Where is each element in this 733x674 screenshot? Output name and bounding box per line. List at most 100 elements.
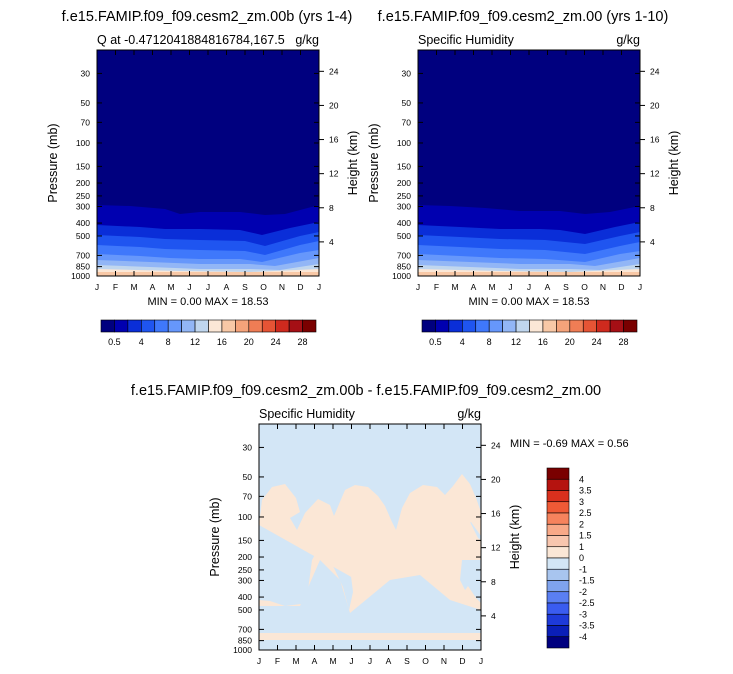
ytick-label: 700 [238, 624, 252, 634]
panel-2-colorbar: 0.5 4 8 12 16 20 24 28 [421, 319, 638, 347]
colorbar-swatch [288, 319, 303, 333]
panel-2-left-label: Specific Humidity [418, 33, 515, 47]
xtick-label: S [242, 282, 248, 292]
ytick-label: 250 [397, 191, 411, 201]
xtick-label: J [527, 282, 531, 292]
colorbar-label: -4 [579, 632, 587, 642]
xtick-label: J [317, 282, 321, 292]
xtick-label: D [297, 282, 303, 292]
xtick-label: A [224, 282, 230, 292]
xtick-label: M [451, 282, 458, 292]
ytick-label: 1000 [392, 271, 411, 281]
colorbar-swatch [546, 467, 570, 480]
colorbar-swatch [515, 319, 530, 333]
colorbar-label: 12 [511, 337, 521, 347]
panel-3-title: f.e15.FAMIP.f09_f09.cesm2_zm.00b - f.e15… [131, 383, 601, 399]
colorbar-label: 3.5 [579, 486, 592, 496]
colorbar-swatch [546, 490, 570, 503]
panel-1-units: g/kg [295, 33, 319, 47]
ytick-label: 400 [238, 592, 252, 602]
ytick-right-label: 12 [650, 169, 660, 179]
colorbar-label: -3 [579, 609, 587, 619]
ytick-right-label: 20 [650, 100, 660, 110]
ytick-label: 200 [238, 552, 252, 562]
colorbar-swatch [546, 557, 570, 570]
colorbar-swatch [582, 319, 597, 333]
colorbar-swatch [261, 319, 276, 333]
colorbar-label: 0.5 [429, 337, 442, 347]
ytick-label: 300 [397, 201, 411, 211]
colorbar-swatch [546, 512, 570, 525]
ytick-label: 850 [76, 262, 90, 272]
colorbar-swatch [488, 319, 503, 333]
xtick-label: J [187, 282, 191, 292]
panel-3-positive-band-lower [259, 632, 481, 640]
panel-1: f.e15.FAMIP.f09_f09.cesm2_zm.00b (yrs 1-… [46, 9, 360, 347]
colorbar-swatch [167, 319, 182, 333]
xtick-label: O [581, 282, 588, 292]
colorbar-swatch [546, 625, 570, 638]
ytick-right-label: 8 [329, 203, 334, 213]
xtick-label: M [130, 282, 137, 292]
ytick-label: 700 [76, 250, 90, 260]
colorbar-swatch [596, 319, 611, 333]
ytick-label: 850 [397, 262, 411, 272]
ytick-right-label: 12 [329, 169, 339, 179]
colorbar-swatch [546, 636, 570, 649]
xtick-label: J [95, 282, 99, 292]
ytick-label: 30 [81, 68, 91, 78]
colorbar-label: 4 [460, 337, 465, 347]
xtick-label: A [386, 656, 392, 666]
panel-2-title: f.e15.FAMIP.f09_f09.cesm2_zm.00 (yrs 1-1… [378, 9, 669, 25]
ytick-label: 50 [81, 98, 91, 108]
ytick-right-label: 8 [491, 577, 496, 587]
colorbar-swatch [569, 319, 584, 333]
panel-1-left-label: Q at -0.4712041884816784,167.5 [97, 33, 285, 47]
colorbar-swatch [546, 478, 570, 491]
ytick-label: 500 [238, 605, 252, 615]
colorbar-label: 8 [487, 337, 492, 347]
ytick-right-label: 24 [491, 440, 501, 450]
xtick-label: O [422, 656, 429, 666]
ytick-label: 150 [76, 161, 90, 171]
colorbar-swatch [421, 319, 436, 333]
panel-3-ylabel: Pressure (mb) [208, 497, 222, 576]
colorbar-swatch [546, 568, 570, 581]
panel-1-title: f.e15.FAMIP.f09_f09.cesm2_zm.00b (yrs 1-… [62, 9, 353, 25]
colorbar-swatch [623, 319, 638, 333]
ytick-label: 30 [402, 68, 412, 78]
xtick-label: A [150, 282, 156, 292]
colorbar-swatch [114, 319, 129, 333]
colorbar-swatch [546, 613, 570, 626]
panel-1-ylabel-right: Height (km) [346, 131, 360, 196]
xtick-label: A [545, 282, 551, 292]
panel-2-ylabel: Pressure (mb) [367, 123, 381, 202]
xtick-label: O [260, 282, 267, 292]
colorbar-label: -1 [579, 564, 587, 574]
colorbar-swatch [529, 319, 544, 333]
panel-3-ylabel-right: Height (km) [508, 505, 522, 570]
xtick-label: F [275, 656, 280, 666]
colorbar-swatch [542, 319, 557, 333]
panel-1-ylabel: Pressure (mb) [46, 123, 60, 202]
colorbar-label: 1 [579, 542, 584, 552]
panel-3-colorbar: 4 3.532.52 1.510-1 -1.5-2-2.5-3 -3.5-4 [546, 467, 595, 649]
colorbar-swatch [127, 319, 142, 333]
ytick-right-label: 4 [491, 611, 496, 621]
ytick-right-label: 4 [329, 237, 334, 247]
ytick-label: 100 [397, 138, 411, 148]
xtick-label: M [167, 282, 174, 292]
colorbar-swatch [435, 319, 450, 333]
colorbar-label: 24 [592, 337, 602, 347]
colorbar-label: 0.5 [108, 337, 121, 347]
xtick-label: D [618, 282, 624, 292]
ytick-label: 50 [243, 472, 253, 482]
ytick-right-label: 4 [650, 237, 655, 247]
panel-1-colorbar: 0.5 4 8 12 16 20 24 28 [100, 319, 317, 347]
xtick-label: A [312, 656, 318, 666]
colorbar-label: 16 [538, 337, 548, 347]
ytick-label: 300 [238, 575, 252, 585]
xtick-label: J [368, 656, 372, 666]
ytick-right-label: 24 [329, 66, 339, 76]
